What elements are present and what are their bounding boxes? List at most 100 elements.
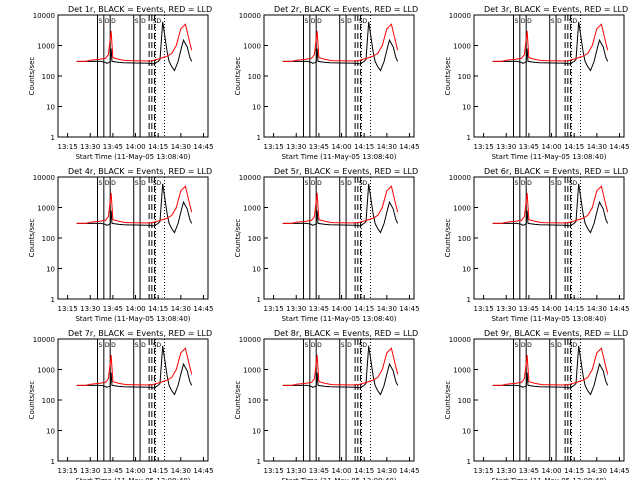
y-tick-label: 100 [248,235,261,243]
x-tick-label: 13:45 [309,305,329,313]
panel-title: Det 4r, BLACK = Events, RED = LLD [68,167,212,176]
marker-label: S [135,342,139,349]
x-tick-label: 14:15 [564,143,584,151]
x-tick-label: 13:30 [496,143,516,151]
y-tick-label: 10 [252,428,261,436]
y-tick-label: 100 [42,235,55,243]
x-tick-label: 14:45 [193,467,213,475]
marker-label: D [347,18,352,25]
marker-label: D [156,342,161,349]
y-tick-label: 10 [252,266,261,274]
y-tick-label: 10 [462,266,471,274]
y-tick-label: 10 [462,428,471,436]
x-tick-label: 13:30 [80,143,100,151]
plot-frame [473,176,625,300]
marker-label: S [135,180,139,187]
marker-label: S [304,18,308,25]
panel-9: Det 9r, BLACK = Events, RED = LLD 1 10 100 1… [444,329,630,480]
series-line-black [282,21,399,72]
x-tick-label: 14:00 [541,143,561,151]
x-axis-label: Start Time (11-May-05 13:08:40) [491,477,606,480]
series-line-black [76,21,193,72]
marker-label: D [572,18,577,25]
y-tick-label: 1 [51,134,55,142]
panel-1: Det 1r, BLACK = Events, RED = LLD 1 10 100 1… [28,5,214,161]
y-axis-label: Counts/sec [28,219,36,258]
y-tick-label: 1 [51,458,55,466]
y-tick-label: 10 [46,104,55,112]
series-line-black [76,345,193,396]
x-tick-label: 13:15 [264,305,284,313]
y-tick-label: 10000 [239,174,261,182]
y-tick-label: 1 [257,134,261,142]
marker-label: D [362,180,367,187]
panel-title: Det 7r, BLACK = Events, RED = LLD [68,329,212,338]
y-tick-label: 1 [467,134,471,142]
y-tick-label: 10000 [449,174,471,182]
marker-label: D [557,180,562,187]
y-tick-label: 10000 [239,336,261,344]
panel-title: Det 1r, BLACK = Events, RED = LLD [68,5,212,14]
panel-4: Det 4r, BLACK = Events, RED = LLD 1 10 100 1… [28,167,214,323]
marker-label: S [153,180,157,187]
marker-label: S [359,18,363,25]
series-line-red [76,23,193,62]
y-tick-label: 10000 [449,12,471,20]
marker-label: D [317,180,322,187]
panel-title: Det 8r, BLACK = Events, RED = LLD [274,329,418,338]
x-tick-label: 14:45 [609,467,629,475]
marker-label: S [551,342,555,349]
x-axis-label: Start Time (11-May-05 13:08:40) [281,153,396,161]
marker-label: S [359,342,363,349]
y-tick-label: 10 [252,104,261,112]
marker-label: D [105,342,110,349]
series-line-red [282,185,399,224]
y-tick-label: 10000 [449,336,471,344]
x-tick-label: 14:45 [399,143,419,151]
y-tick-label: 10000 [239,12,261,20]
marker-label: S [341,180,345,187]
plot-frame [473,14,625,138]
marker-label: D [572,180,577,187]
x-tick-label: 13:30 [80,467,100,475]
panel-title: Det 9r, BLACK = Events, RED = LLD [484,329,628,338]
marker-label: S [514,342,518,349]
x-tick-label: 14:45 [193,143,213,151]
series-line-red [282,23,399,62]
x-tick-label: 14:30 [171,143,191,151]
y-tick-label: 1000 [37,205,55,213]
x-tick-label: 13:15 [58,467,78,475]
x-tick-label: 13:30 [80,305,100,313]
marker-label: S [135,18,139,25]
panel-6: Det 6r, BLACK = Events, RED = LLD 1 10 100 1… [444,167,630,323]
x-axis-label: Start Time (11-May-05 13:08:40) [491,315,606,323]
panel-3: Det 3r, BLACK = Events, RED = LLD 1 10 100 1… [444,5,630,161]
marker-label: D [156,180,161,187]
y-tick-label: 1000 [37,43,55,51]
x-tick-label: 13:30 [496,467,516,475]
series-line-black [76,183,193,234]
marker-label: D [141,180,146,187]
y-tick-label: 100 [248,397,261,405]
y-tick-label: 10 [46,428,55,436]
marker-label: D [527,180,532,187]
marker-label: D [111,18,116,25]
x-tick-label: 14:00 [125,143,145,151]
y-tick-label: 1000 [243,367,261,375]
y-tick-label: 100 [458,397,471,405]
x-tick-label: 14:00 [125,467,145,475]
series-line-black [492,345,609,396]
y-tick-label: 10 [462,104,471,112]
plot-frame [263,14,415,138]
y-tick-label: 10000 [33,174,55,182]
series-line-black [282,345,399,396]
marker-label: D [521,18,526,25]
x-axis-label: Start Time (11-May-05 13:08:40) [75,315,190,323]
x-tick-label: 14:15 [564,467,584,475]
plot-frame [263,176,415,300]
marker-label: D [362,342,367,349]
plot-frame [57,14,209,138]
panel-title: Det 2r, BLACK = Events, RED = LLD [274,5,418,14]
marker-label: S [341,342,345,349]
series-line-red [76,185,193,224]
